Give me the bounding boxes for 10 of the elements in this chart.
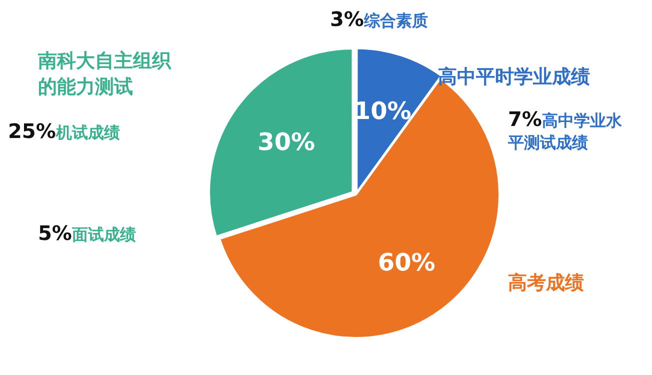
text: 3%综合素质: [330, 7, 428, 31]
text: 5%面试成绩: [38, 221, 136, 245]
text: 25%机试成绩: [8, 119, 120, 143]
data-label: 30%: [258, 128, 316, 156]
slice-label: 南科大自主组织的能力测试: [38, 49, 172, 100]
text: 7%高中学业水平测试成绩: [508, 107, 622, 152]
slice-label: 高考成绩: [508, 271, 585, 296]
data-label: 60%: [378, 248, 436, 276]
slice-label: 高中平时学业成绩: [438, 65, 591, 90]
data-label: 10%: [354, 96, 412, 125]
